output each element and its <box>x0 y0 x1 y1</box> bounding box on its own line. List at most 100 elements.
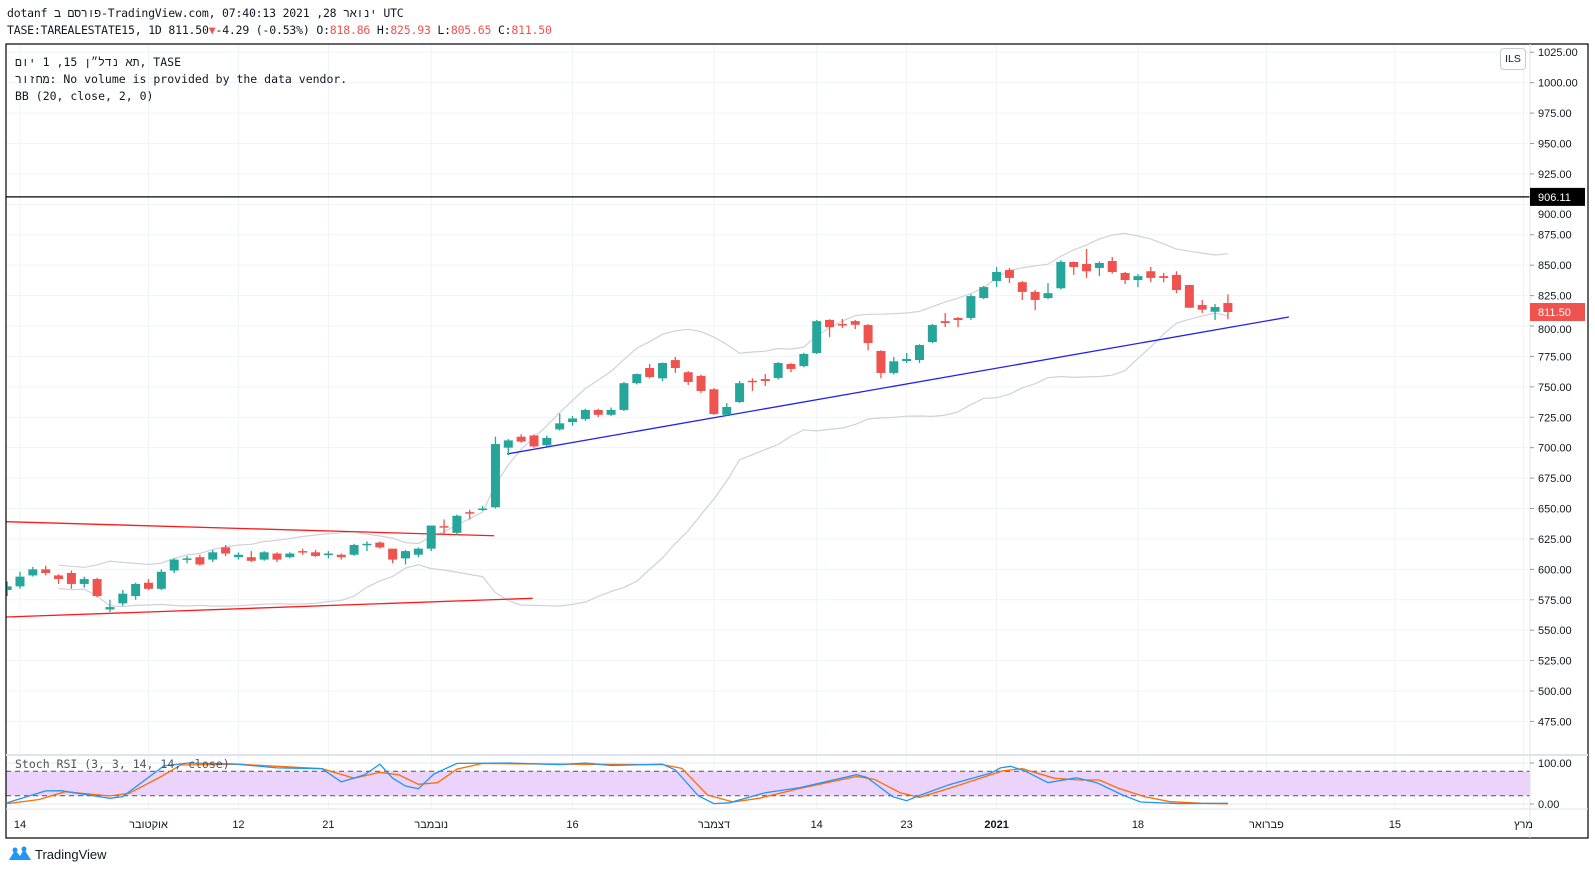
candle-body <box>979 287 989 299</box>
candle <box>580 408 590 421</box>
candle-body <box>221 547 231 554</box>
candle-body <box>966 296 976 318</box>
candle-body <box>1030 291 1040 300</box>
candle <box>1107 257 1117 274</box>
candle-body <box>632 374 642 384</box>
candle-body <box>92 579 102 597</box>
candle-body <box>735 383 745 403</box>
time-tick-label: 2021 <box>984 819 1008 831</box>
candle <box>195 554 205 566</box>
candle <box>645 363 655 379</box>
candle-body <box>1017 282 1027 292</box>
candle-body <box>1094 262 1104 268</box>
candle-body <box>15 576 25 587</box>
candle <box>889 357 899 375</box>
stoch-k-line <box>7 762 1228 805</box>
time-tick-label: 18 <box>1132 819 1144 831</box>
candle-body <box>1107 261 1117 272</box>
price-tick-label: 575.00 <box>1538 595 1572 607</box>
price-tick-label: 775.00 <box>1538 351 1572 363</box>
time-tick-label: מרץ <box>1514 819 1533 831</box>
currency-badge[interactable]: ILS <box>1500 48 1526 70</box>
candle-body <box>825 319 835 328</box>
candle-body <box>812 321 822 354</box>
candle <box>568 416 578 426</box>
candle <box>966 294 976 320</box>
candle-body <box>362 543 372 546</box>
candle-body <box>568 418 578 423</box>
low-label: L: <box>437 23 451 37</box>
candle <box>323 551 333 559</box>
main-pane <box>5 232 1290 618</box>
candle-body <box>606 409 616 415</box>
candle-body <box>1004 270 1014 278</box>
candle-body <box>1223 303 1233 313</box>
candle-body <box>144 582 153 589</box>
candle-body <box>118 593 128 604</box>
candle-body <box>478 508 488 511</box>
candle-body <box>490 444 500 508</box>
last-price-box <box>1530 303 1585 322</box>
candle <box>131 582 141 600</box>
candle-body <box>760 379 770 381</box>
close-value: 811.50 <box>511 23 552 37</box>
tradingview-logo[interactable]: TradingView <box>8 846 107 862</box>
trendline-support-red[interactable] <box>6 597 533 618</box>
candle <box>670 357 680 373</box>
candle <box>1094 261 1104 277</box>
candle <box>812 319 822 354</box>
legend-volume[interactable]: מחזור: No volume is provided by the data… <box>15 72 348 86</box>
candle <box>208 549 218 563</box>
price-tick-label: 850.00 <box>1538 260 1572 272</box>
candle <box>503 439 513 455</box>
price-tick-label: 950.00 <box>1538 138 1572 150</box>
candle <box>760 374 770 386</box>
trendline-resistance-red[interactable] <box>5 521 495 537</box>
candle <box>1030 289 1040 311</box>
candle <box>362 541 372 552</box>
candle <box>850 319 860 330</box>
candle <box>401 549 410 565</box>
time-tick-label: אוקטובר <box>129 819 168 831</box>
price-change: -4.29 (-0.53%) <box>215 23 310 37</box>
price-tick-label: 550.00 <box>1538 625 1572 637</box>
candle-body <box>786 363 796 369</box>
candle <box>773 362 783 380</box>
candle <box>722 403 732 417</box>
candle <box>28 566 38 577</box>
candle-body <box>1172 274 1181 290</box>
candle-body <box>28 569 38 576</box>
candle-body <box>79 579 89 584</box>
candle <box>1197 299 1207 313</box>
candle <box>709 388 719 415</box>
legend-stoch-rsi[interactable]: Stoch RSI (3, 3, 14, 14, close) <box>15 757 230 771</box>
price-tick-label: 925.00 <box>1538 169 1572 181</box>
candle-body <box>272 553 282 560</box>
legend-bb[interactable]: BB (20, close, 2, 0) <box>15 89 154 103</box>
candle-body <box>915 344 924 361</box>
candle <box>953 316 963 328</box>
legend-title[interactable]: תא נדל״ן 15, 1 יום, TASE <box>15 55 181 69</box>
candle-body <box>401 551 410 559</box>
candle <box>927 324 937 344</box>
candle <box>349 543 359 556</box>
candle-body <box>529 435 539 447</box>
time-tick-label: פברואר <box>1249 819 1284 831</box>
candle <box>1120 271 1130 285</box>
candle-body <box>1069 262 1079 267</box>
candle <box>259 551 269 561</box>
candle-body <box>54 575 64 580</box>
candle-body <box>503 440 513 448</box>
candle-body <box>927 325 937 343</box>
trendline-support-blue[interactable] <box>506 316 1290 455</box>
candle <box>542 435 552 447</box>
price-tick-label: 700.00 <box>1538 443 1572 455</box>
price-tick-label: 500.00 <box>1538 686 1572 698</box>
last-price: 811.50 <box>168 23 209 37</box>
time-tick-label: 15 <box>1389 819 1401 831</box>
candle-body <box>773 362 783 378</box>
candle <box>593 408 603 418</box>
candle <box>529 434 539 448</box>
candle-body <box>349 545 359 555</box>
